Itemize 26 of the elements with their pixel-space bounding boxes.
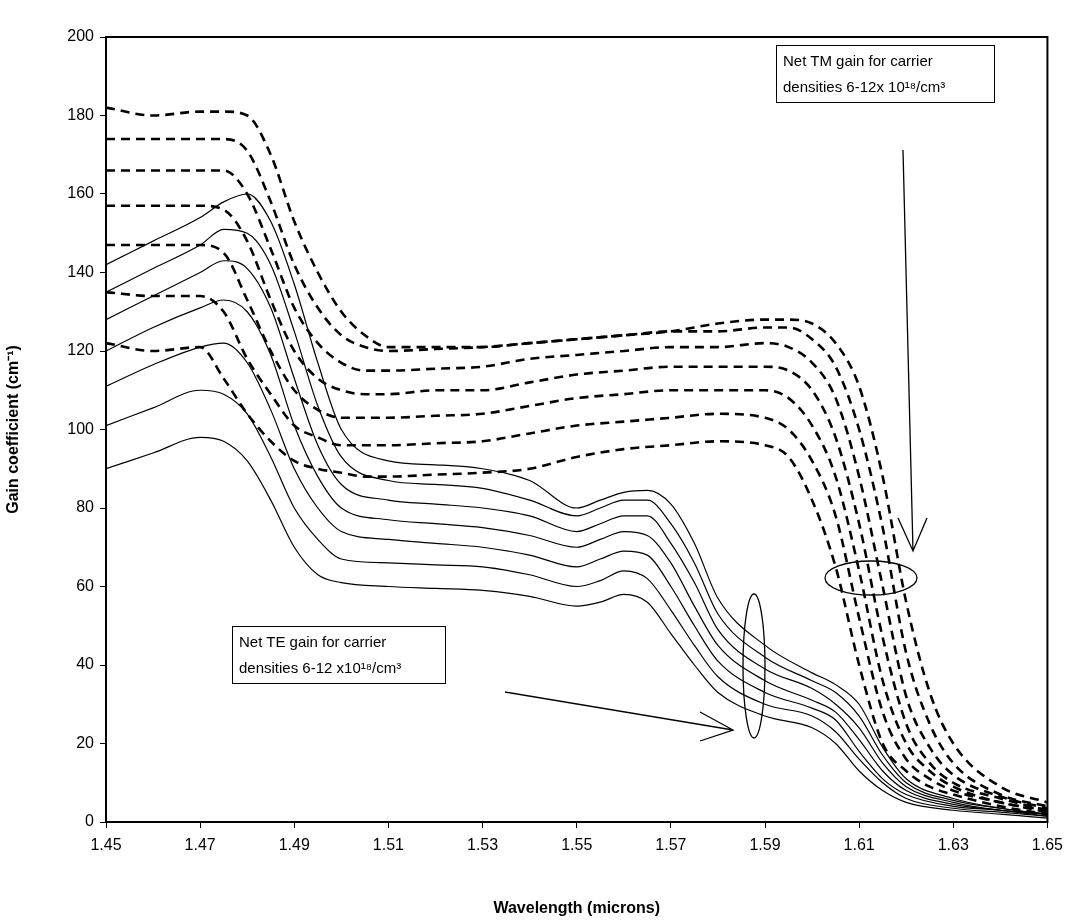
y-tick-label: 160: [67, 184, 95, 202]
annotation: Net TE gain for carrier densities 6-12 x10¹⁸/cm³: [232, 626, 446, 684]
x-axis-title: Wavelength (microns): [493, 898, 660, 916]
y-tick-label: 40: [76, 655, 95, 673]
x-tick-label: 1.53: [467, 836, 499, 854]
x-tick-label: 1.57: [655, 836, 687, 854]
x-tick-label: 1.55: [561, 836, 593, 854]
y-tick-label: 20: [76, 733, 95, 751]
x-tick-label: 1.49: [278, 836, 310, 854]
x-tick-label: 1.63: [937, 836, 969, 854]
y-tick-label: 0: [85, 812, 95, 830]
x-tick-label: 1.59: [749, 836, 781, 854]
y-tick-label: 200: [67, 27, 95, 45]
y-tick-label: 120: [67, 341, 95, 359]
x-tick-label: 1.65: [1031, 836, 1064, 854]
x-tick-label: 1.51: [372, 836, 405, 854]
x-tick-label: 1.61: [843, 836, 875, 854]
y-axis-title: Gain coefficient (cm⁻¹): [4, 345, 22, 514]
y-tick-label: 100: [67, 419, 95, 437]
y-tick-label: 140: [67, 262, 95, 280]
y-tick-label: 80: [76, 498, 95, 516]
annotation: Net TM gain for carrier densities 6-12x 10¹⁸/cm³: [776, 45, 995, 103]
x-tick-label: 1.47: [184, 836, 216, 854]
x-tick-label: 1.45: [90, 836, 122, 854]
y-tick-label: 180: [67, 105, 95, 123]
y-tick-label: 60: [76, 576, 95, 594]
